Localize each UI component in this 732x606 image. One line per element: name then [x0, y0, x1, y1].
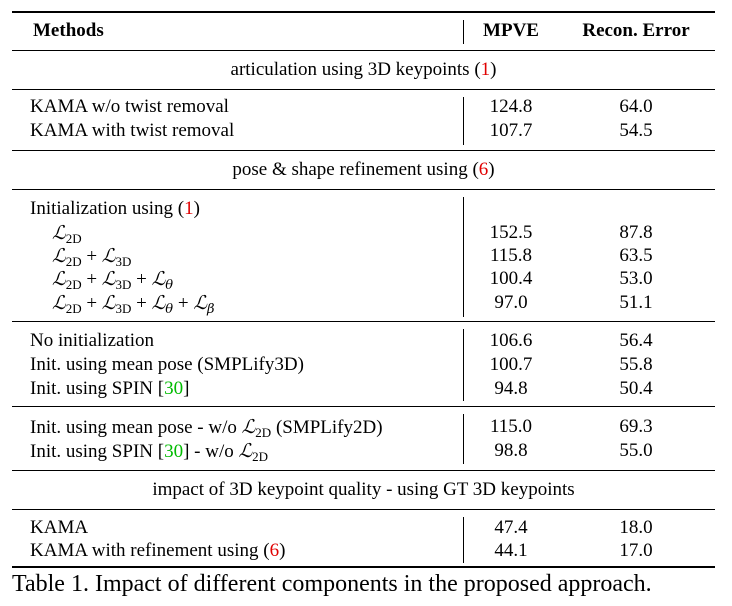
mpve-cell: 97.0 — [494, 292, 528, 313]
citation-ref: 30 — [164, 441, 184, 462]
recon-cell: 56.4 — [619, 330, 653, 351]
mpve-cell: 115.0 — [489, 416, 533, 437]
row-label: No initialization — [30, 330, 155, 351]
section-keypoint-quality: impact of 3D keypoint quality - using GT… — [152, 479, 575, 500]
row-label: Init. using SPIN [30] — [30, 378, 190, 399]
row-label: KAMA with refinement using (6) — [30, 540, 286, 561]
group-rule — [12, 321, 715, 322]
recon-cell: 64.0 — [619, 96, 653, 117]
table-caption: Table 1. Impact of different components … — [12, 571, 652, 597]
row-label: KAMA w/o twist removal — [30, 96, 229, 117]
section-rule — [12, 150, 715, 151]
column-separator — [463, 97, 464, 145]
section-rule — [12, 89, 715, 90]
equation-ref: 6 — [269, 540, 280, 561]
recon-cell: 87.8 — [619, 222, 653, 243]
recon-cell: 51.1 — [619, 292, 653, 313]
section-rule — [12, 509, 715, 510]
equation-ref: 6 — [478, 159, 489, 180]
column-separator — [463, 197, 464, 317]
equation-ref: 1 — [480, 59, 491, 80]
citation-ref: 30 — [164, 378, 184, 399]
equation-ref: 1 — [184, 198, 194, 219]
loss-formula: ℒ2D — [52, 222, 82, 246]
row-label: Init. using mean pose (SMPLify3D) — [30, 354, 304, 375]
row-label: Init. using SPIN [30] - w/o ℒ2D — [30, 440, 269, 464]
recon-cell: 17.0 — [619, 540, 653, 561]
row-label: KAMA — [30, 517, 89, 538]
recon-cell: 69.3 — [619, 416, 653, 437]
row-label: KAMA with twist removal — [30, 120, 235, 141]
loss-formula: ℒ2D + ℒ3D — [52, 245, 132, 269]
recon-cell: 18.0 — [619, 517, 653, 538]
mpve-cell: 100.4 — [489, 268, 533, 289]
header-recon-error: Recon. Error — [582, 20, 690, 41]
mpve-cell: 152.5 — [489, 222, 533, 243]
top-rule — [12, 11, 715, 13]
row-label: Init. using mean pose - w/o ℒ2D (SMPLify… — [30, 416, 383, 440]
loss-formula: ℒ2D + ℒ3D + ℒθ + ℒβ — [52, 292, 215, 317]
header-methods: Methods — [33, 20, 104, 41]
mpve-cell: 98.8 — [494, 440, 528, 461]
mpve-cell: 47.4 — [494, 517, 528, 538]
mpve-cell: 107.7 — [489, 120, 533, 141]
group-rule — [12, 406, 715, 407]
column-separator — [463, 414, 464, 464]
mpve-cell: 106.6 — [489, 330, 533, 351]
section-pose-shape-refinement: pose & shape refinement using (6) — [232, 159, 495, 180]
loss-formula: ℒ2D + ℒ3D + ℒθ — [52, 268, 174, 293]
section-rule — [12, 470, 715, 471]
bottom-rule — [12, 566, 715, 568]
column-separator — [463, 20, 464, 44]
row-label: Initialization using (1) — [30, 198, 200, 219]
recon-cell: 63.5 — [619, 245, 653, 266]
recon-cell: 54.5 — [619, 120, 653, 141]
recon-cell: 53.0 — [619, 268, 653, 289]
section-articulation: articulation using 3D keypoints (1) — [230, 59, 497, 80]
recon-cell: 55.8 — [619, 354, 653, 375]
header-rule — [12, 50, 715, 51]
mpve-cell: 115.8 — [489, 245, 533, 266]
recon-cell: 55.0 — [619, 440, 653, 461]
mpve-cell: 124.8 — [489, 96, 533, 117]
header-mpve: MPVE — [483, 20, 539, 41]
recon-cell: 50.4 — [619, 378, 653, 399]
section-rule — [12, 189, 715, 190]
column-separator — [463, 329, 464, 401]
mpve-cell: 100.7 — [489, 354, 533, 375]
mpve-cell: 44.1 — [494, 540, 528, 561]
mpve-cell: 94.8 — [494, 378, 528, 399]
column-separator — [463, 517, 464, 563]
